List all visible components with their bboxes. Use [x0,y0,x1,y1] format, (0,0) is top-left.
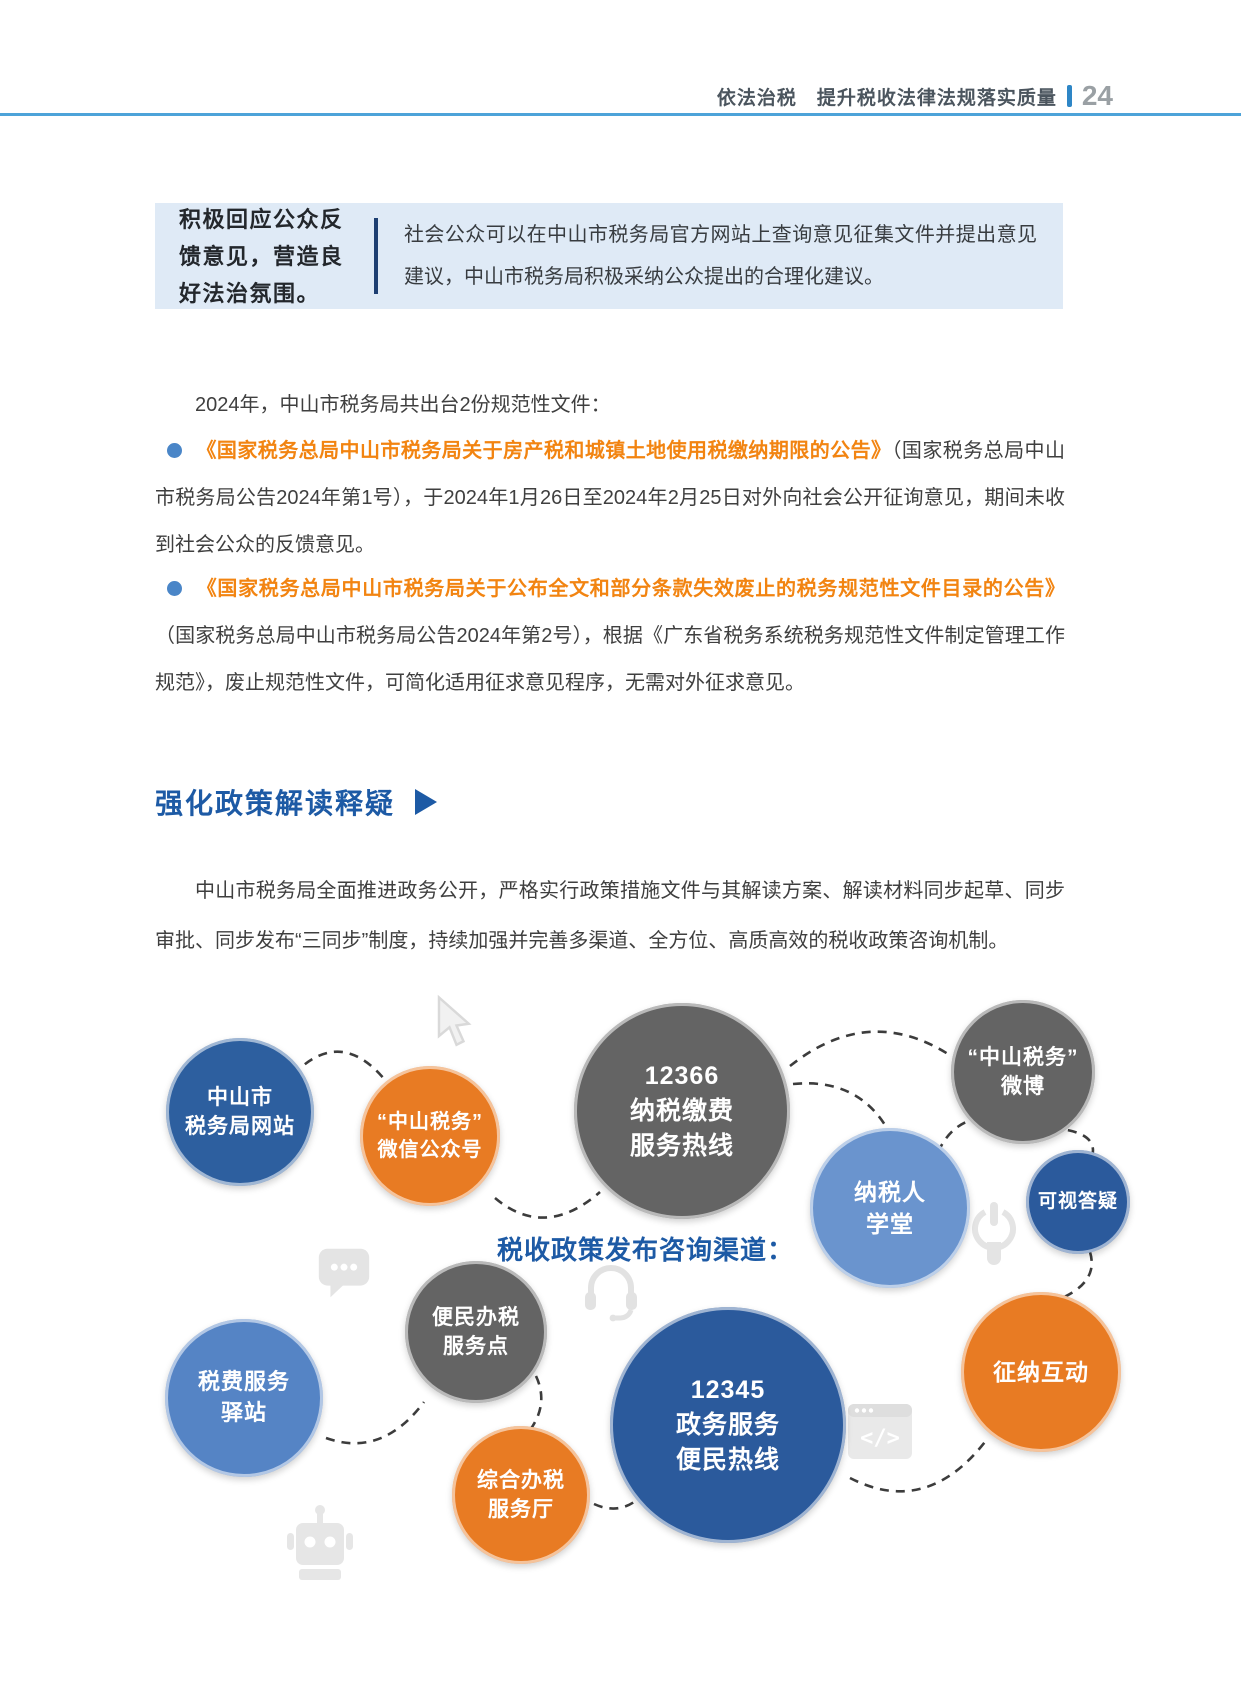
document-title-orange: 《国家税务总局中山市税务局关于公布全文和部分条款失效废止的税务规范性文件目录的公… [196,578,1065,600]
header-divider-bar [1066,85,1072,107]
diagram-node-interaction: 征纳互动 [961,1292,1121,1452]
diagram-node-wechat: “中山税务” 微信公众号 [360,1066,500,1206]
section-title: 强化政策解读释疑 [155,788,396,819]
page-number: 24 [1081,80,1113,111]
bullet-dot [167,442,182,458]
bullet-dot [167,580,182,596]
section-paragraph: 中山市税务局全面推进政务公开，严格实行政策措施文件与其解读方案、解读材料同步起草… [155,880,1065,952]
bullet-item-2: 《国家税务总局中山市税务局关于公布全文和部分条款失效废止的税务规范性文件目录的公… [155,566,1065,707]
diagram-label: 税收政策发布咨询渠道： [497,1235,795,1265]
diagram-node-service-station: 税费服务 驿站 [165,1319,323,1477]
diagram-node-visual-qa: 可视答疑 [1026,1150,1130,1254]
chat-bubble-icon [313,1240,375,1309]
triangle-arrow-icon [415,789,438,815]
cursor-icon [432,993,474,1056]
bullet-body: （国家税务总局中山市税务局公告2024年第2号），根据《广东省税务系统税务规范性… [155,625,1065,694]
page-header: 依法治税 提升税收法律法规落实质量 24 [717,80,1113,112]
callout-box: 积极回应公众反馈意见，营造良好法治氛围。 社会公众可以在中山市税务局官方网站上查… [155,203,1063,309]
code-window-icon: </> [846,1402,914,1467]
callout-divider [374,218,378,294]
diagram-node-12345-hotline: 12345 政务服务 便民热线 [610,1307,846,1543]
bullet-item-1: 《国家税务总局中山市税务局关于房产税和城镇土地使用税缴纳期限的公告》（国家税务总… [155,428,1065,569]
robot-icon [286,1503,354,1588]
header-rule [0,113,1241,116]
diagram-node-weibo: “中山税务” 微博 [951,1000,1095,1144]
diagram-node-service-hall: 综合办税 服务厅 [452,1426,590,1564]
callout-body: 社会公众可以在中山市税务局官方网站上查询意见征集文件并提出意见建议，中山市税务局… [404,224,1037,288]
headset-icon [578,1258,644,1327]
diagram-node-taxpayer-school: 纳税人 学堂 [810,1128,970,1288]
document-title-orange: 《国家税务总局中山市税务局关于房产税和城镇土地使用税缴纳期限的公告》 [196,440,892,462]
intro-paragraph: 2024年，中山市税务局共出台2份规范性文件： [195,394,611,416]
header-title: 依法治税 提升税收法律法规落实质量 [716,87,1057,109]
callout-highlight: 积极回应公众反馈意见，营造良好法治氛围。 [179,206,344,306]
diagram-node-website: 中山市 税务局网站 [166,1038,314,1186]
bullet-body: （国家税务总局中山市税务局公告2024年第1号），于2024年1月26日至202… [155,440,1066,556]
diagram-node-service-point: 便民办税 服务点 [405,1261,547,1403]
touch-icon [963,1200,1025,1279]
svg-text:</>: </> [860,1426,900,1451]
diagram-node-12366-hotline: 12366 纳税缴费 服务热线 [574,1003,790,1219]
section-heading: 强化政策解读释疑 [155,782,438,822]
